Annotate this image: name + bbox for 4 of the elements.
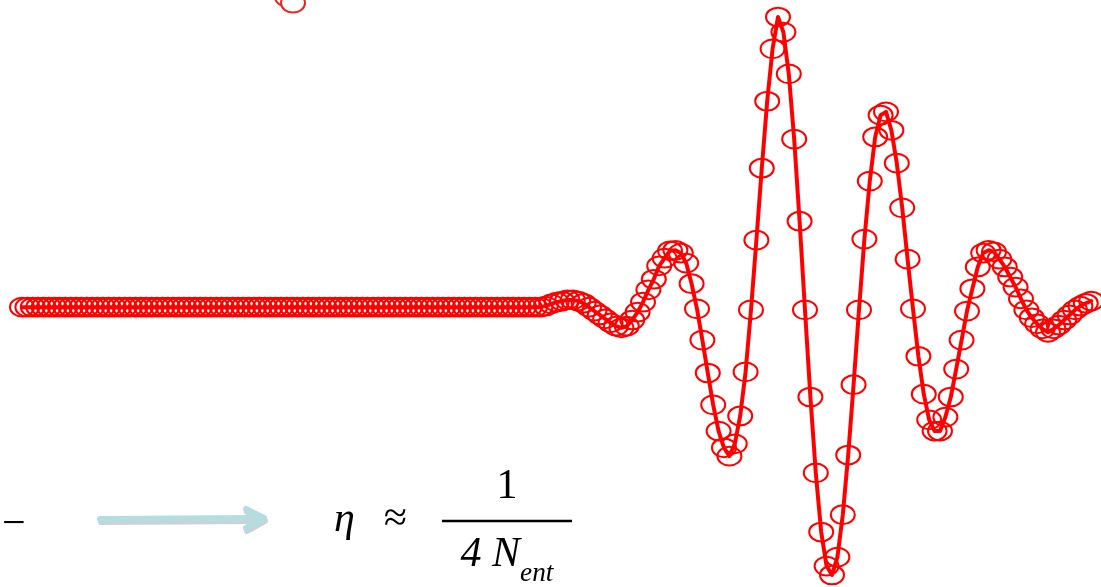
annotation: η ≈: [334, 494, 407, 540]
annotation: −: [2, 499, 26, 545]
annotation: 4 N$_{ent}$: [460, 529, 555, 587]
annotation: 1: [496, 461, 518, 507]
